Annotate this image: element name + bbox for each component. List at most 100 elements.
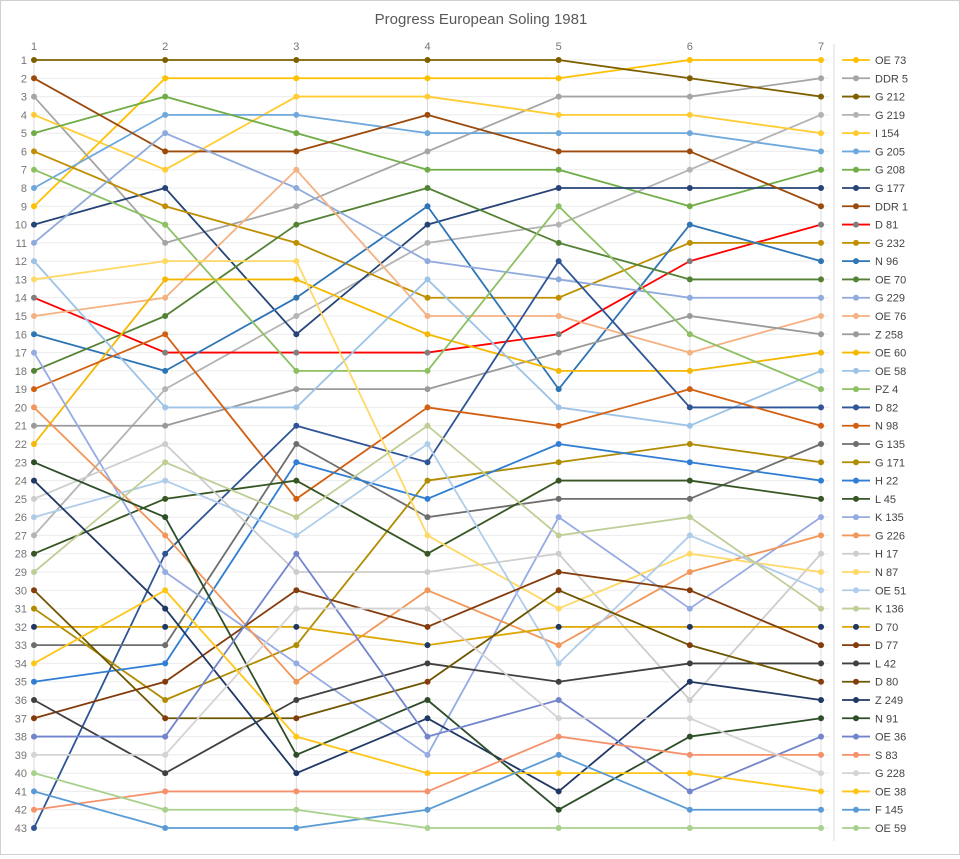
data-point-OE-73 [818,57,824,63]
data-point-H-22 [31,678,37,685]
data-point-H-22 [424,495,431,502]
legend-label: I 154 [875,128,899,140]
data-point-G-228 [686,715,693,722]
y-tick-label: 4 [21,110,27,122]
data-point-H-22 [686,459,693,466]
data-point-D-77 [162,678,169,685]
data-point-G-219 [555,221,562,228]
data-point-G-212 [686,75,693,82]
data-point-G-135 [555,495,562,502]
data-point-G-135 [293,441,300,447]
legend-item-G-229: G 229 [842,293,905,305]
legend-label: Z 258 [875,329,903,341]
data-point-G-135 [424,514,431,521]
y-tick-label: 30 [15,585,27,597]
legend-marker-swatch [853,294,859,301]
data-point-D-80 [31,587,37,594]
legend-marker-swatch [853,514,859,521]
data-point-N-91 [555,806,562,813]
legend-marker-swatch [853,313,859,319]
data-point-OE-38 [424,770,431,777]
data-point-N-91 [293,751,300,758]
data-point-D-70 [31,623,37,630]
data-point-D-82 [31,825,37,831]
data-point-H-17 [424,569,431,575]
data-point-OE-70 [31,367,37,374]
chart-title: Progress European Soling 1981 [375,11,588,28]
data-point-OE-76 [162,294,169,301]
legend-item-D-80: D 80 [842,677,898,689]
legend-item-OE-58: OE 58 [842,366,906,378]
data-point-Z-258 [162,422,169,429]
data-point-N-98 [424,404,431,411]
data-point-N-98 [555,422,562,429]
data-point-OE-70 [162,313,169,319]
legend-label: D 77 [875,640,898,652]
legend-marker-swatch [853,221,859,228]
data-point-DDR-1 [293,148,300,155]
data-point-K-135 [686,605,693,612]
y-tick-label: 2 [21,73,27,85]
data-point-OE-76 [424,313,431,319]
data-point-G-232 [31,148,37,155]
legend-item-K-135: K 135 [842,512,904,524]
data-point-OE-73 [686,57,693,63]
data-point-OE-60 [293,276,300,283]
data-point-G-226 [293,678,300,685]
legend-item-Z-258: Z 258 [842,329,903,341]
legend-label: G 212 [875,92,905,104]
legend-label: K 135 [875,512,904,524]
data-point-OE-58 [555,404,562,411]
data-point-G-228 [424,605,431,612]
legend-item-D-82: D 82 [842,402,898,414]
data-point-OE-36 [555,697,562,703]
data-point-Z-249 [555,788,562,795]
legend-item-OE-73: OE 73 [842,55,906,67]
data-point-G-219 [686,166,693,173]
y-tick-label: 10 [15,220,27,232]
y-tick-label: 15 [15,311,27,323]
legend-item-D-77: D 77 [842,640,898,652]
data-point-OE-51 [31,514,37,521]
legend-label: L 42 [875,658,896,670]
data-point-I-154 [818,130,824,137]
legend-marker-swatch [853,495,859,502]
data-point-G-205 [818,148,824,155]
data-point-OE-51 [424,441,431,447]
data-point-G-229 [818,294,824,301]
data-point-N-91 [162,514,169,521]
data-point-D-80 [162,715,169,722]
data-point-OE-60 [686,367,693,374]
data-point-N-96 [31,331,37,338]
legend-label: L 45 [875,494,896,506]
data-point-G-212 [818,93,824,100]
legend-item-G-171: G 171 [842,457,905,469]
data-point-K-136 [162,459,169,466]
legend-marker-swatch [853,605,859,612]
data-point-H-22 [818,477,824,484]
data-point-N-96 [424,203,431,210]
data-point-DDR-5 [555,93,562,100]
data-point-OE-58 [686,422,693,429]
legend-marker-swatch [853,367,859,374]
data-point-DDR-5 [31,93,37,100]
legend-label: S 83 [875,750,898,762]
legend-marker-swatch [853,276,859,283]
data-point-G-232 [818,239,824,246]
y-tick-label: 11 [16,238,27,250]
legend-label: D 80 [875,677,898,689]
data-point-DDR-5 [424,148,431,155]
data-point-Z-258 [686,313,693,319]
data-point-OE-58 [293,404,300,411]
data-point-N-96 [293,294,300,301]
data-point-L-42 [162,770,169,777]
legend-item-G-177: G 177 [842,183,905,195]
data-point-OE-59 [818,825,824,831]
data-point-N-87 [31,276,37,283]
data-point-G-205 [162,111,169,118]
y-tick-label: 21 [15,421,27,433]
legend-marker-swatch [853,642,859,649]
x-tick-label: 7 [818,41,824,53]
data-point-D-82 [293,422,300,429]
data-point-N-98 [31,386,37,393]
